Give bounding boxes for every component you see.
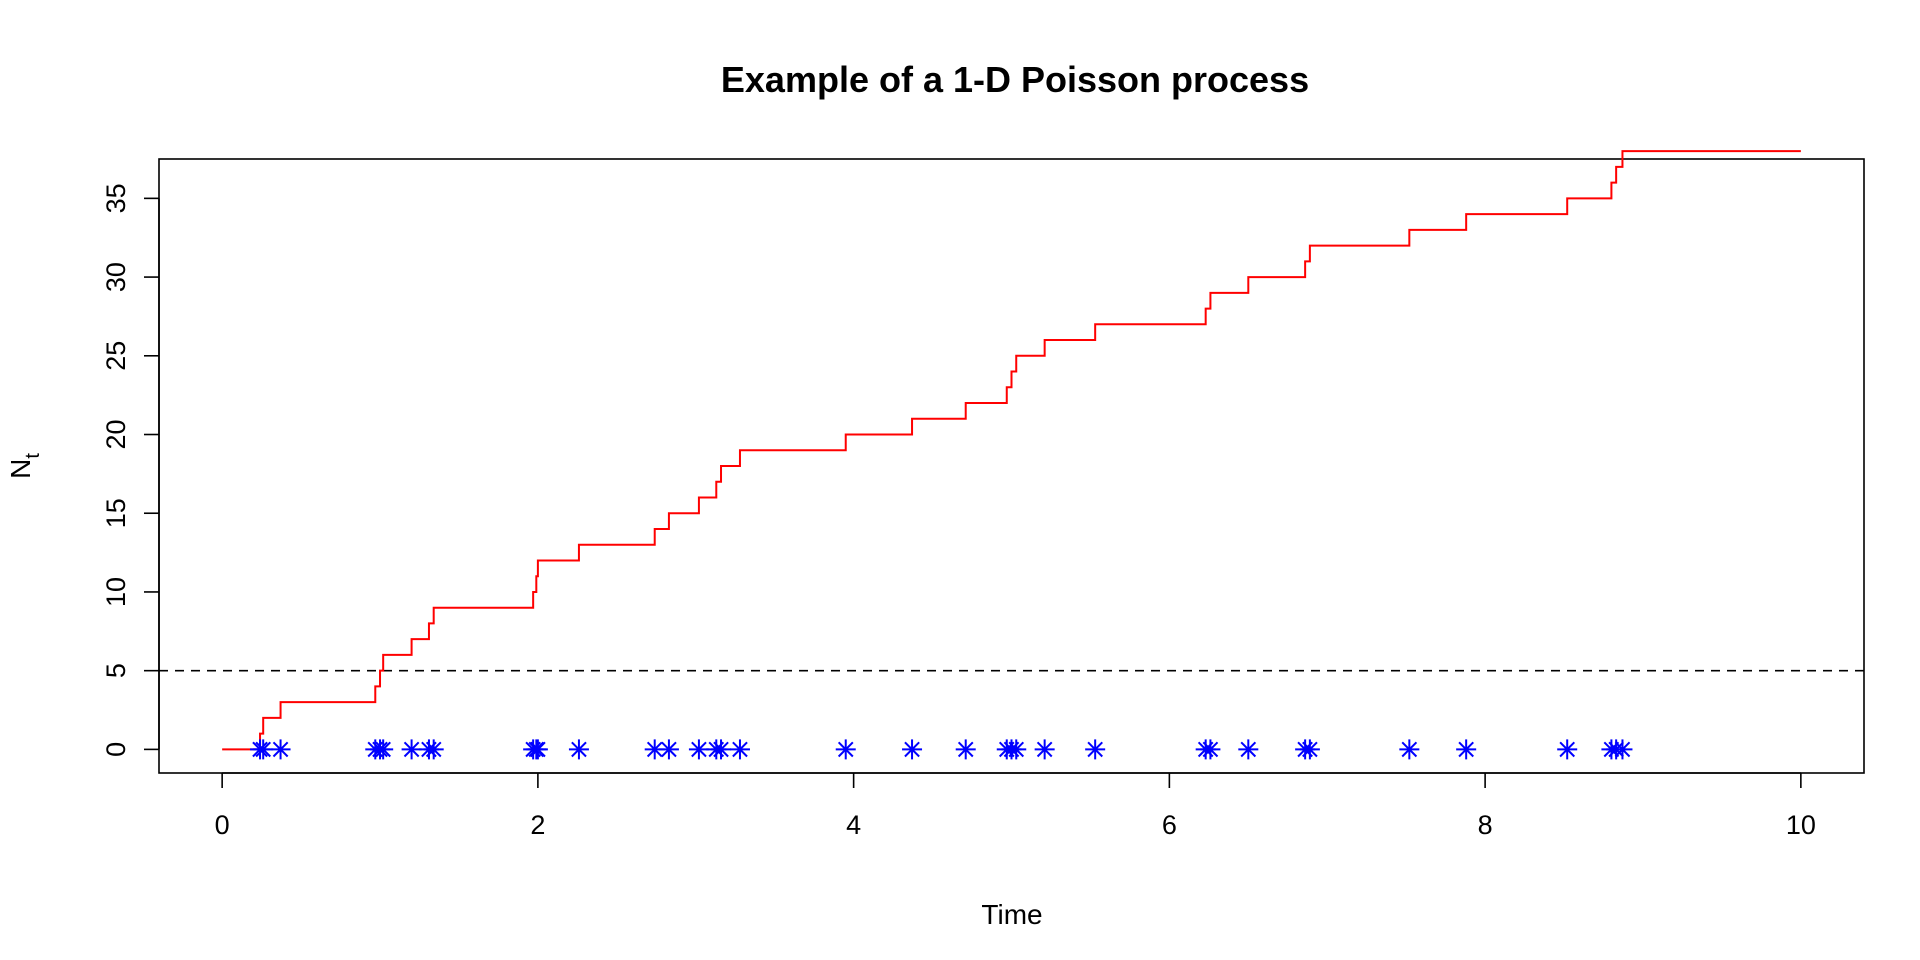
event-marker [1299,739,1320,760]
event-marker [902,739,923,760]
x-tick-label: 4 [846,810,861,840]
x-tick-label: 6 [1162,810,1177,840]
x-tick-label: 10 [1786,810,1816,840]
event-marker [1238,739,1259,760]
y-tick-label: 0 [101,742,131,757]
y-tick-label: 15 [101,498,131,528]
y-tick-label: 25 [101,341,131,371]
y-axis-title: Nt [5,453,44,479]
event-marker [1085,739,1106,760]
event-marker [527,739,548,760]
y-tick-label: 10 [101,577,131,607]
event-marker [401,739,422,760]
event-marker [1006,739,1027,760]
event-marker [729,739,750,760]
x-tick-label: 2 [530,810,545,840]
event-marker [270,739,291,760]
event-marker [1399,739,1420,760]
counting-process-line [222,150,1801,751]
event-marker [1612,739,1633,760]
event-markers [250,739,1633,760]
event-marker [688,739,709,760]
y-tick-label: 35 [101,183,131,213]
y-axis: 0 5 10 15 20 25 30 35 [101,183,160,757]
event-marker [1200,739,1221,760]
y-tick-label: 5 [101,663,131,678]
y-tick-label: 30 [101,262,131,292]
event-marker [711,739,732,760]
event-marker [253,739,274,760]
x-axis-title: Time [981,899,1042,930]
event-marker [423,739,444,760]
x-axis: 0 2 4 6 8 10 [215,772,1816,840]
event-marker [658,739,679,760]
plot-frame [158,158,1865,774]
y-axis-title-main: N [5,459,36,479]
y-tick-label: 20 [101,419,131,449]
event-marker [373,739,394,760]
event-marker [955,739,976,760]
event-marker [835,739,856,760]
event-marker [1034,739,1055,760]
x-tick-label: 0 [215,810,230,840]
event-marker [568,739,589,760]
event-marker [1456,739,1477,760]
y-axis-title-subscript: t [22,453,44,459]
chart-title: Example of a 1-D Poisson process [721,59,1309,100]
x-tick-label: 8 [1478,810,1493,840]
event-marker [1557,739,1578,760]
